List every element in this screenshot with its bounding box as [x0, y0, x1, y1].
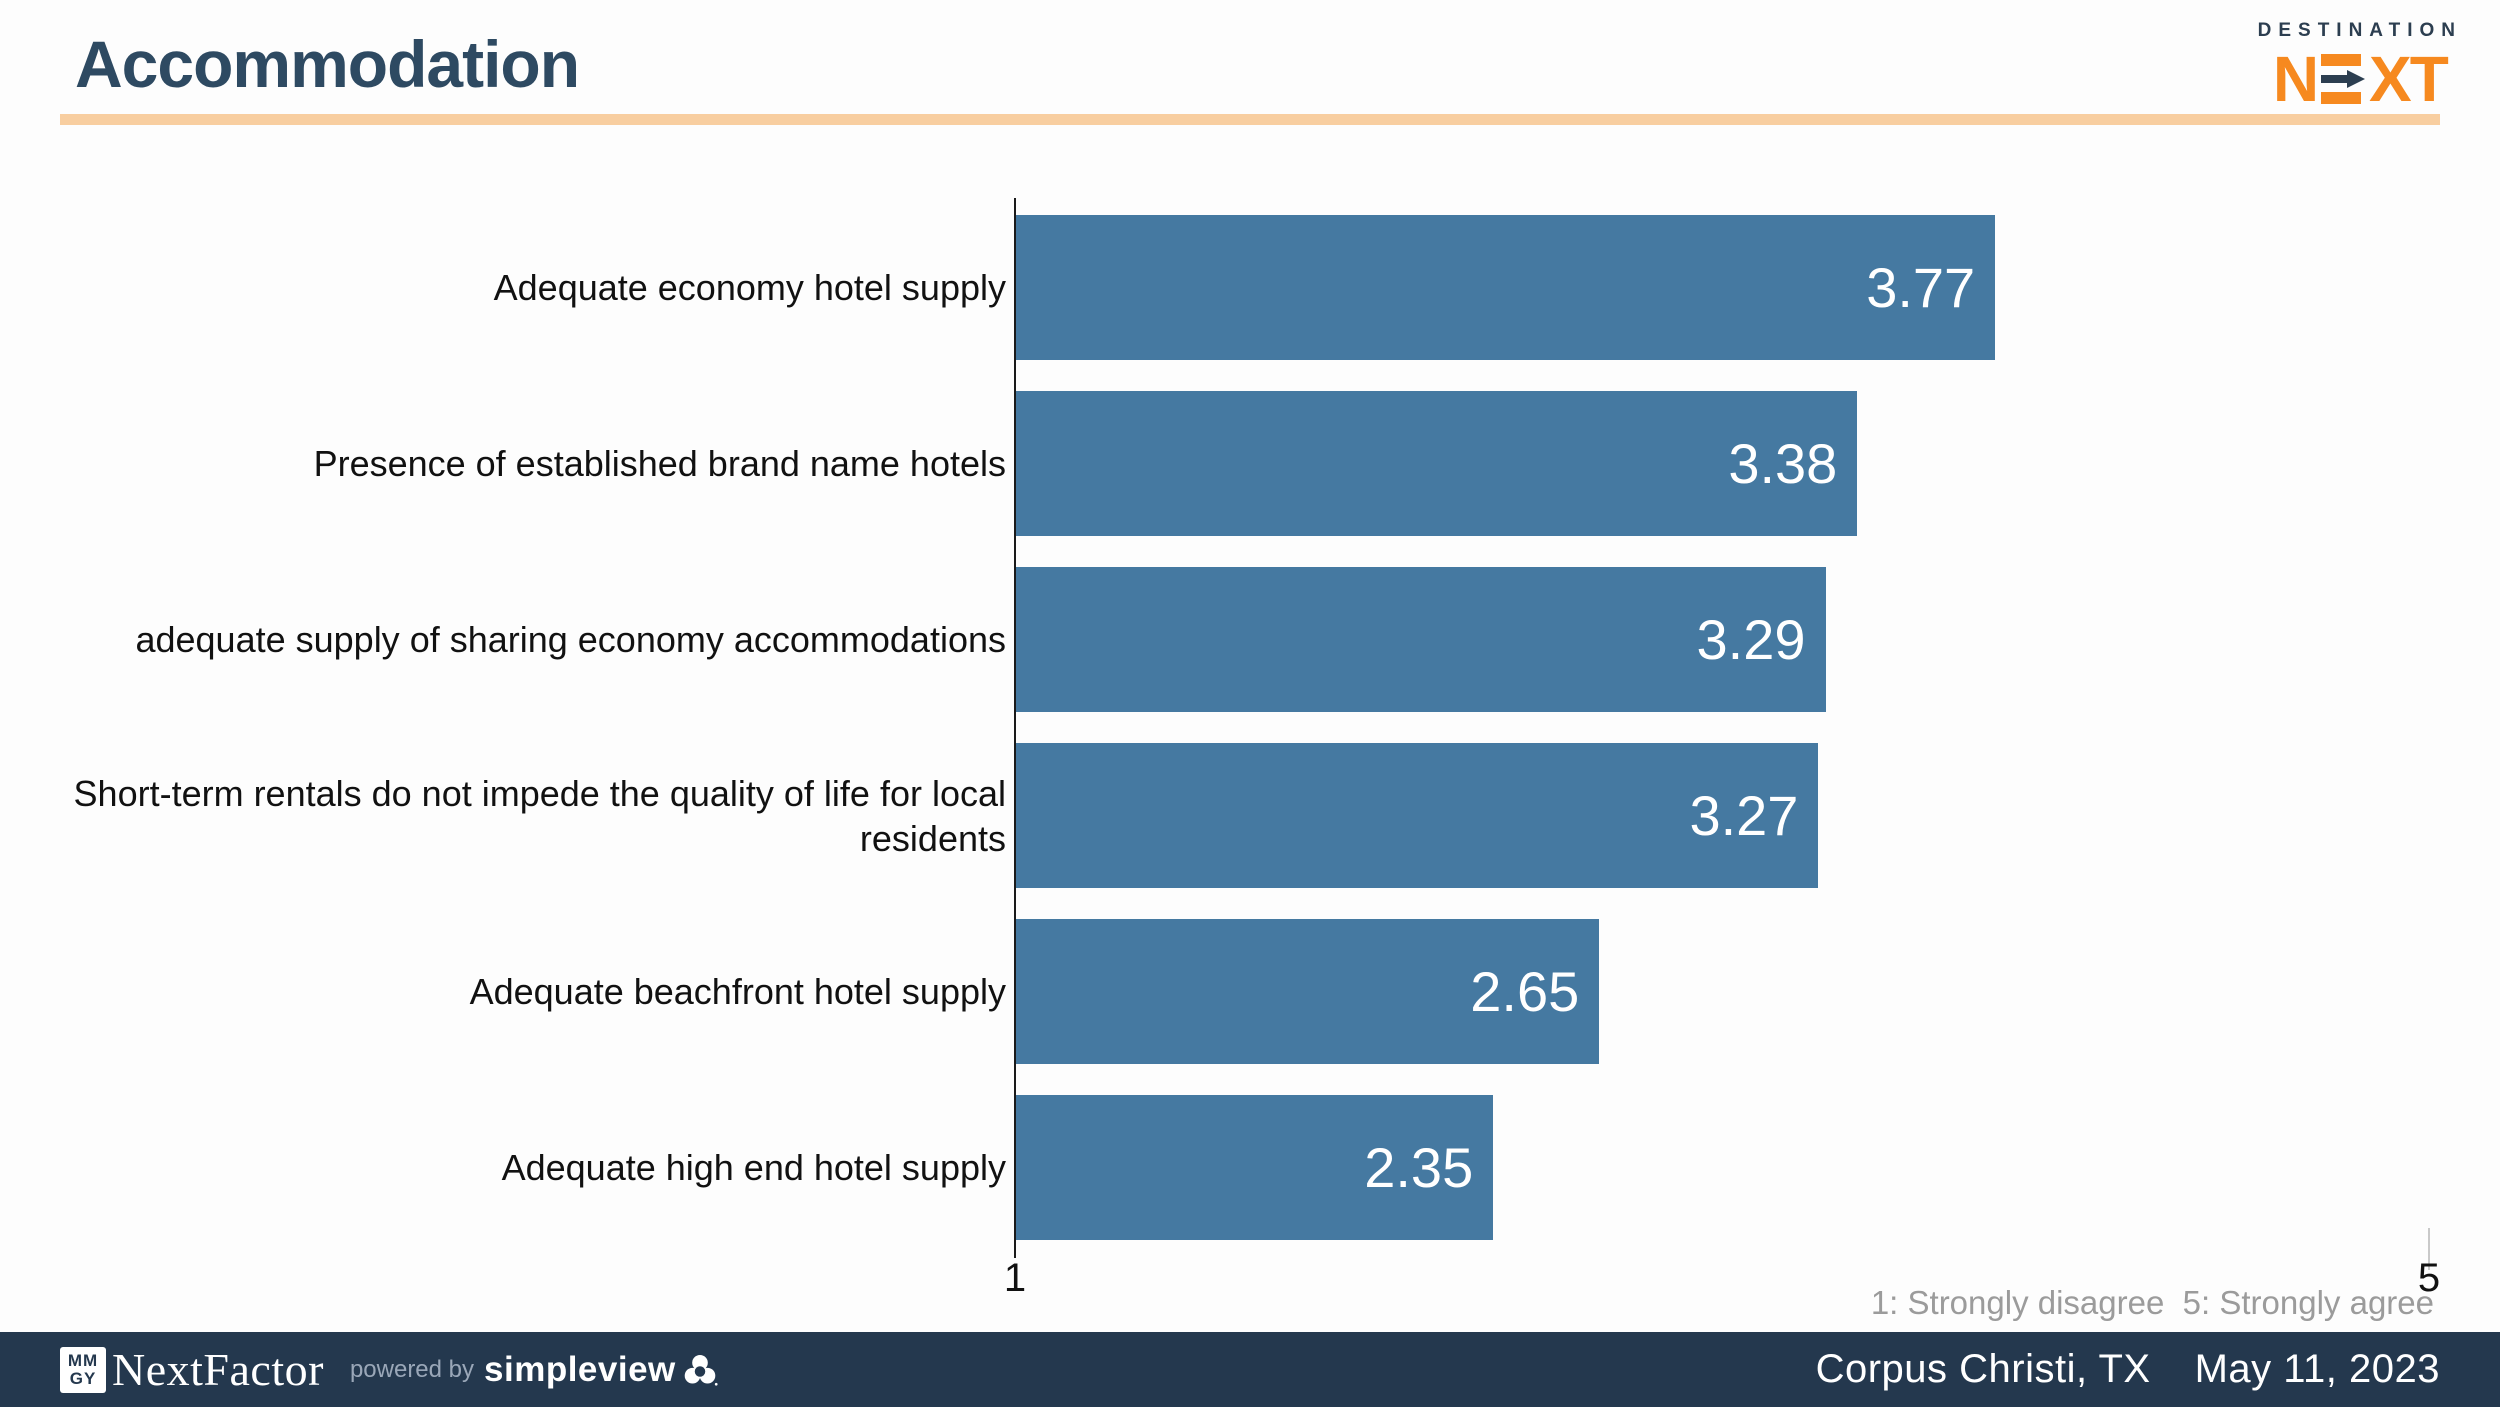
- plot-area: Adequate economy hotel supply 3.77 Prese…: [0, 215, 2500, 1271]
- mmgy-logo-line2: GY: [69, 1368, 97, 1388]
- bar-row: Presence of established brand name hotel…: [0, 391, 2500, 536]
- nextfactor-wordmark: NextFactor: [112, 1344, 324, 1395]
- x-axis-line: [1014, 198, 1016, 1258]
- mmgy-logo: MM GY: [60, 1346, 106, 1393]
- bar-label: Presence of established brand name hotel…: [313, 443, 1006, 484]
- x-tick-label-5: 5: [2417, 1256, 2441, 1300]
- logo-e-arrow-icon: [2321, 54, 2366, 104]
- bar-value: 3.77: [1866, 256, 1976, 319]
- footer-meta: Corpus Christi, TX May 11, 2023: [1816, 1347, 2440, 1392]
- arrow-right-icon: [2321, 70, 2366, 88]
- footer-location: Corpus Christi, TX: [1815, 1347, 2151, 1391]
- simpleview-wordmark: simpleview: [484, 1349, 676, 1389]
- logo-destination-text: DESTINATION: [2257, 20, 2462, 41]
- bar-row: Short-term rentals do not impede the qua…: [0, 743, 2500, 888]
- title-underline: [60, 114, 2440, 125]
- bar: 2.35: [1016, 1095, 1494, 1240]
- simpleview-trefoil-icon: [684, 1354, 718, 1386]
- mmgy-logo-line1: MM: [67, 1350, 99, 1370]
- bar-value: 3.27: [1689, 784, 1799, 847]
- scale-legend: 1: Strongly disagree 5: Strongly agree: [1870, 1284, 2434, 1321]
- bar-row: Adequate beachfront hotel supply 2.65: [0, 919, 2500, 1064]
- bar-value: 2.35: [1364, 1136, 1474, 1199]
- bar: 3.27: [1016, 743, 1819, 888]
- footer-branding: MM GY NextFactor powered by simpleview: [60, 1343, 718, 1396]
- bar-label: Adequate high end hotel supply: [501, 1147, 1006, 1188]
- logo-e-top-bar: [2321, 54, 2362, 66]
- logo-next-wordmark: N XT: [2272, 43, 2449, 115]
- bar-row: Adequate economy hotel supply 3.77: [0, 215, 2500, 360]
- footer-bar: MM GY NextFactor powered by simpleview C…: [0, 1332, 2500, 1407]
- bar-row: Adequate high end hotel supply 2.35: [0, 1095, 2500, 1240]
- powered-by-label: powered by: [349, 1355, 475, 1383]
- logo-letter-n: N: [2272, 43, 2319, 115]
- bar-label: adequate supply of sharing economy accom…: [135, 619, 1006, 660]
- bar-row: adequate supply of sharing economy accom…: [0, 567, 2500, 712]
- bar: 3.38: [1016, 391, 1858, 536]
- bar: 3.77: [1016, 215, 1996, 360]
- bar-value: 3.29: [1696, 608, 1806, 671]
- bar-value: 2.65: [1470, 960, 1580, 1023]
- page-title: Accommodation: [75, 27, 580, 101]
- bar: 3.29: [1016, 567, 1826, 712]
- bar-label: Adequate economy hotel supply: [493, 267, 1006, 308]
- bar-label: Short-term rentals do not impede the qua…: [73, 772, 1006, 859]
- bar-value: 3.38: [1728, 432, 1838, 495]
- bar-label: Adequate beachfront hotel supply: [469, 971, 1006, 1012]
- x-tick-label-1: 1: [1003, 1256, 1027, 1300]
- logo-letters-xt: XT: [2369, 43, 2449, 115]
- logo-e-bottom-bar: [2321, 92, 2362, 104]
- bar: 2.65: [1016, 919, 1600, 1064]
- footer-date: May 11, 2023: [2194, 1347, 2440, 1391]
- x-axis-tick-5: [2428, 1228, 2430, 1270]
- destination-next-logo: DESTINATION N XT: [2258, 20, 2462, 111]
